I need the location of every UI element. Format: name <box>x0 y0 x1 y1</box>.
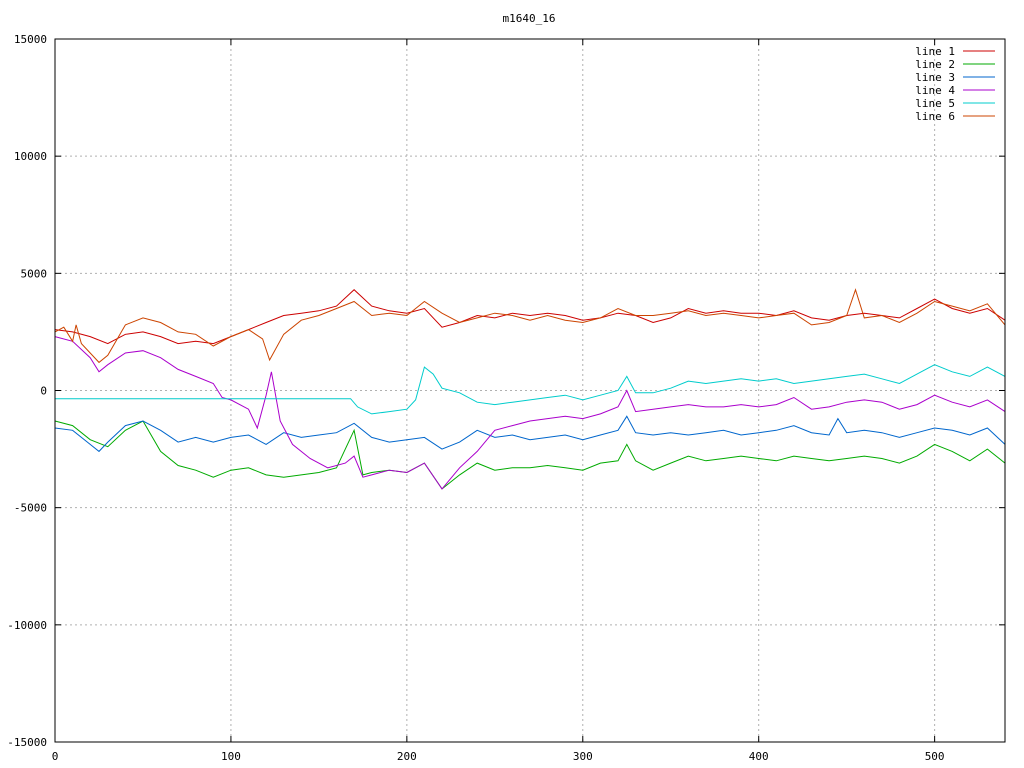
legend-label-5: line 5 <box>915 97 955 110</box>
series-group <box>54 288 1006 490</box>
y-tick-label: 15000 <box>14 33 47 46</box>
x-tick-label: 500 <box>925 750 945 763</box>
x-tick-label: 100 <box>221 750 241 763</box>
x-tick-label: 200 <box>397 750 417 763</box>
legend-label-3: line 3 <box>915 71 955 84</box>
y-tick-label: -15000 <box>7 736 47 749</box>
x-tick-label: 0 <box>52 750 59 763</box>
tick-labels: 0 100 200 300 400 500 -15000 -10000 -5000 0 5000 10… <box>7 33 1005 763</box>
legend-label-1: line 1 <box>915 45 955 58</box>
legend-label-6: line 6 <box>915 110 955 123</box>
series-line-6 <box>54 288 1006 364</box>
y-tick-label: -10000 <box>7 619 47 632</box>
series-line-2 <box>54 420 1006 490</box>
x-tick-label: 300 <box>573 750 593 763</box>
y-tick-label: 0 <box>40 385 47 398</box>
series-line-3 <box>54 415 1006 453</box>
grid-lines <box>55 39 1005 742</box>
x-tick-label: 400 <box>749 750 769 763</box>
series-line-5 <box>55 364 1006 415</box>
legend-label-2: line 2 <box>915 58 955 71</box>
y-tick-label: 10000 <box>14 150 47 163</box>
y-tick-label: -5000 <box>14 502 47 515</box>
y-tick-label: 5000 <box>21 267 48 280</box>
chart-title: m1640_16 <box>503 12 556 25</box>
series-line-4 <box>54 336 1006 490</box>
legend-label-4: line 4 <box>915 84 955 97</box>
